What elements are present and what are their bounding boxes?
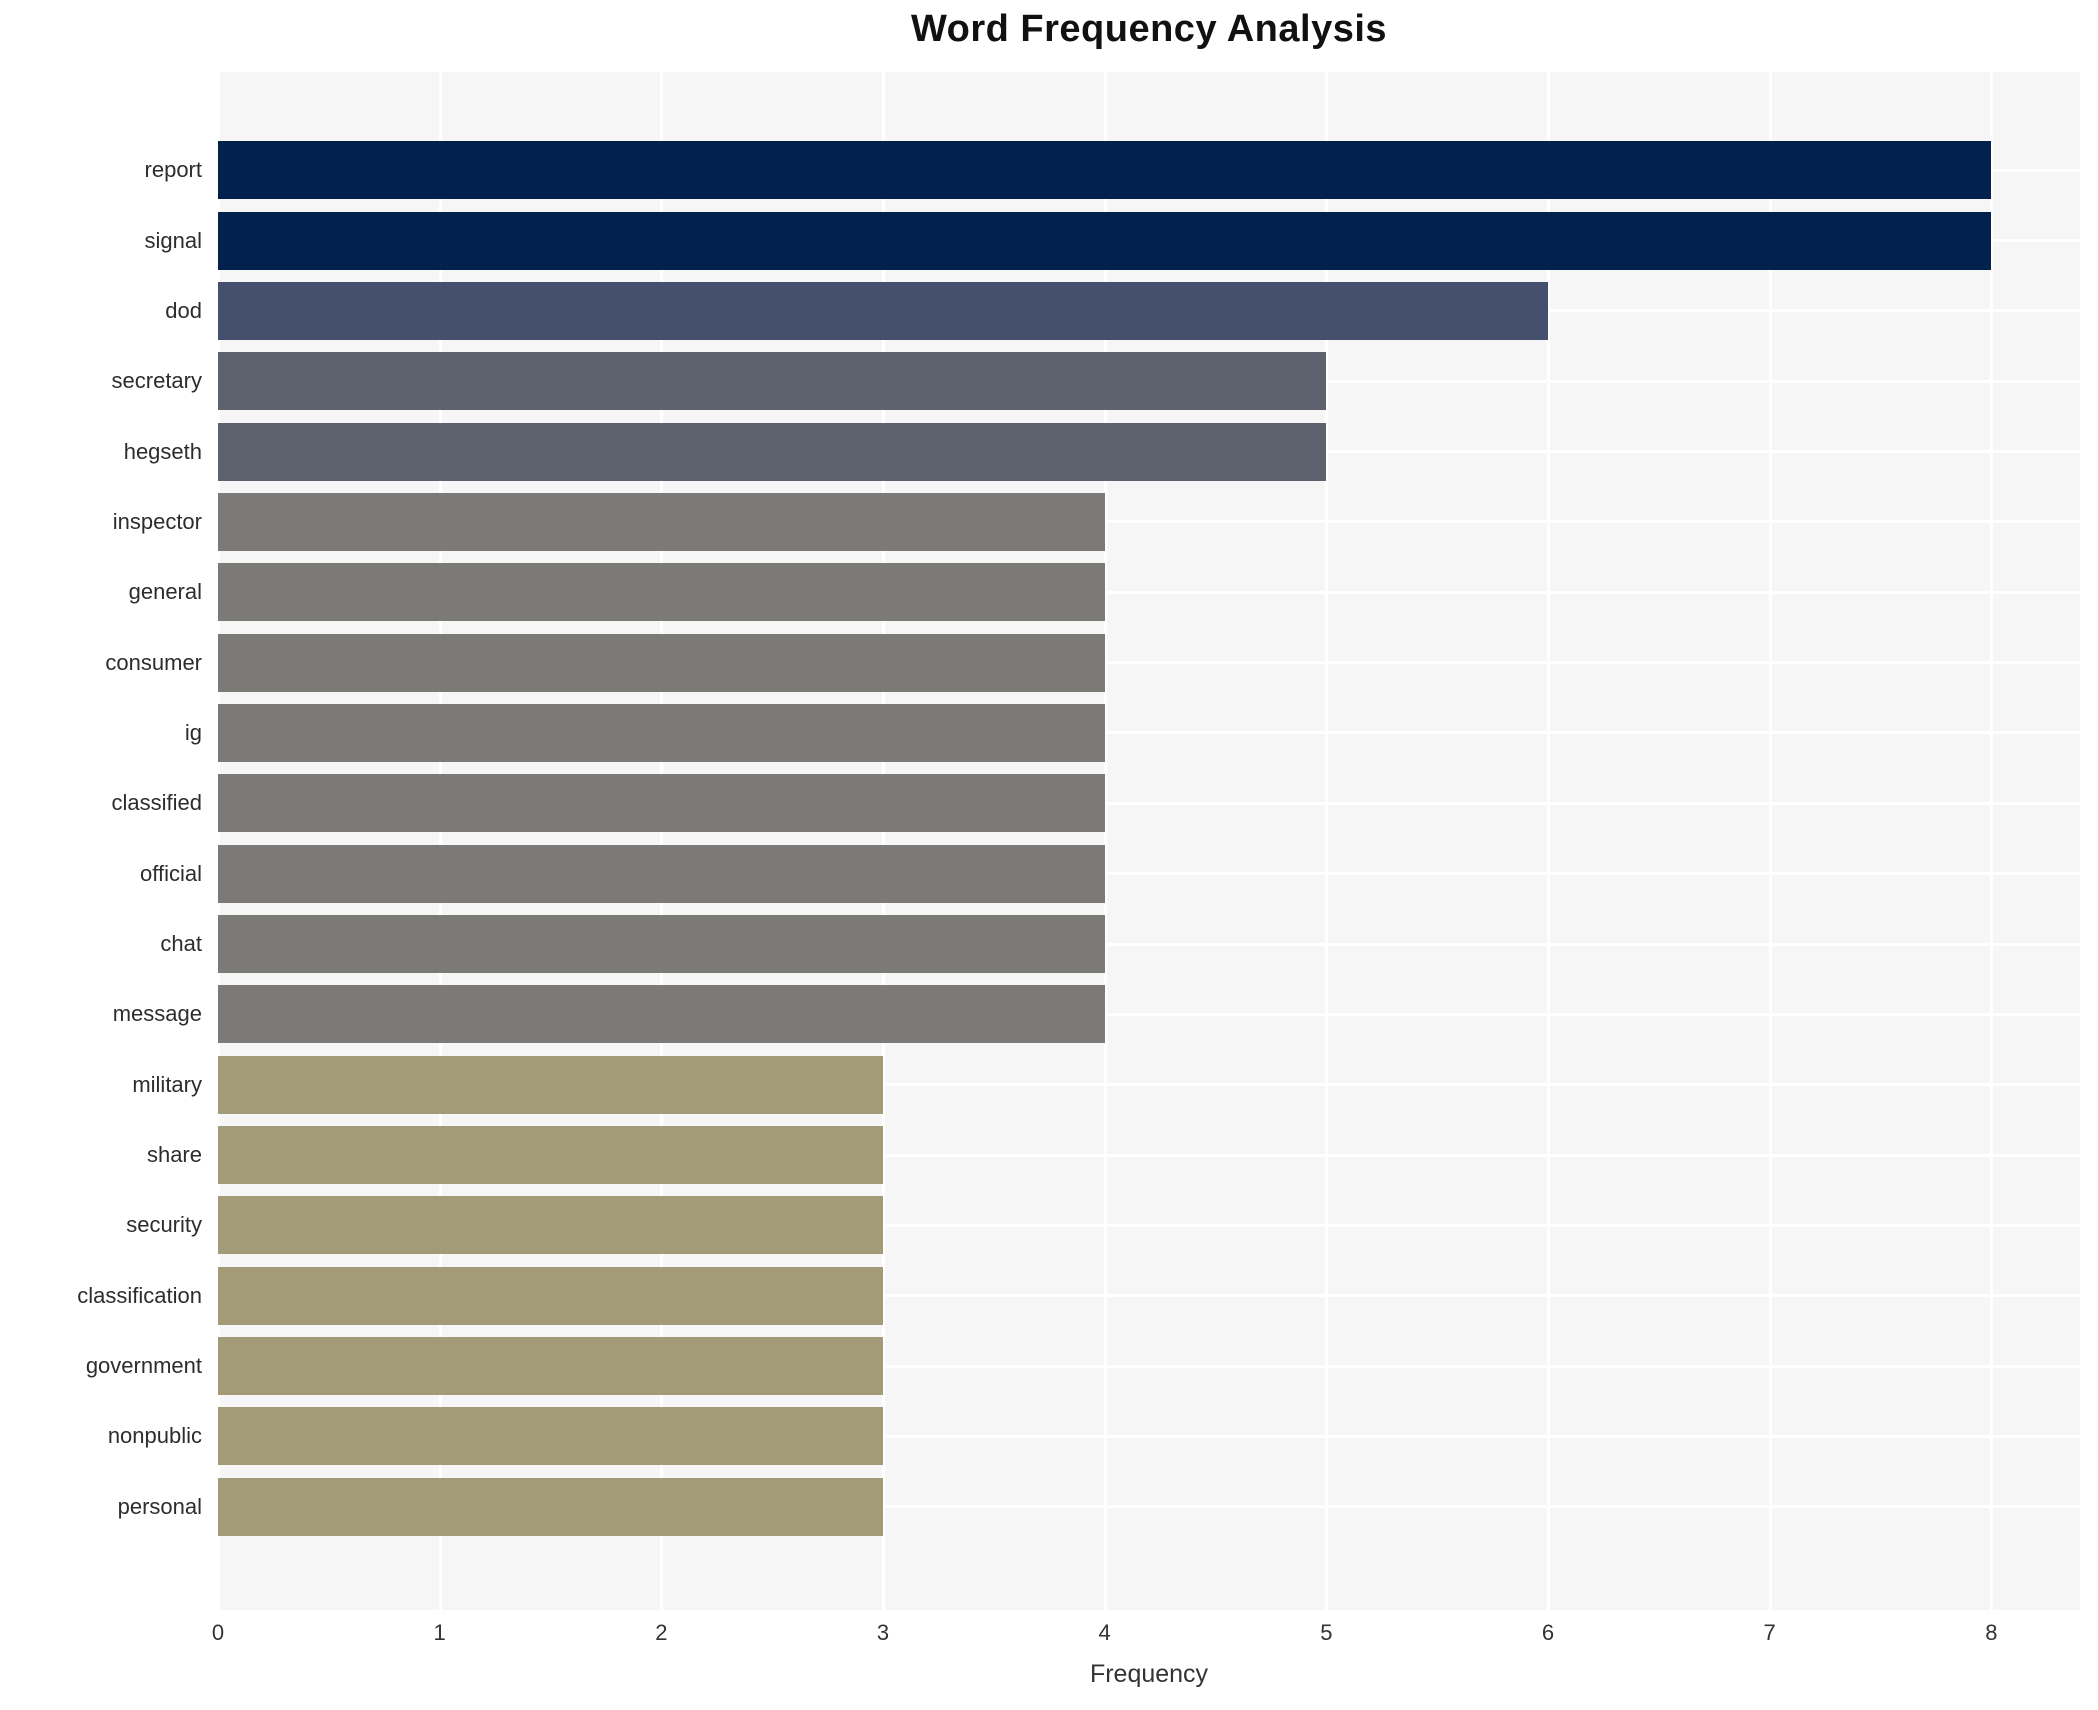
bar — [218, 1337, 883, 1396]
bar — [218, 1196, 883, 1255]
bar — [218, 281, 1548, 340]
plot-area — [217, 72, 2080, 1610]
bar — [218, 141, 1992, 200]
gridline-horizontal — [218, 1434, 2080, 1438]
x-tick-label: 2 — [655, 1620, 668, 1645]
bar — [218, 703, 1105, 762]
x-tick-label: 7 — [1763, 1620, 1776, 1645]
gridline-vertical — [882, 72, 885, 1610]
bar — [218, 1477, 883, 1536]
gridline-horizontal — [218, 1083, 2080, 1087]
bar — [218, 352, 1327, 411]
x-tick-label: 8 — [1985, 1620, 1998, 1645]
category-label: classified — [111, 790, 202, 816]
x-tick-label: 1 — [433, 1620, 446, 1645]
category-label: message — [112, 1001, 202, 1027]
category-label: report — [144, 157, 202, 183]
bar — [218, 1407, 883, 1466]
x-tick-label: 3 — [876, 1620, 890, 1645]
category-label: inspector — [112, 508, 202, 534]
bar — [218, 633, 1105, 692]
category-label: hegseth — [123, 438, 202, 464]
x-axis-title: Frequency — [1089, 1660, 1209, 1688]
category-label: personal — [117, 1493, 202, 1519]
x-tick-label: 0 — [211, 1620, 225, 1645]
x-tick-label: 5 — [1320, 1620, 1333, 1645]
bar — [218, 915, 1105, 974]
bar — [218, 1055, 883, 1114]
category-label: secretary — [111, 368, 202, 394]
gridline-vertical — [438, 72, 442, 1610]
category-label: nonpublic — [107, 1423, 202, 1449]
gridline-vertical — [1768, 72, 1772, 1610]
category-label: classification — [77, 1282, 202, 1308]
category-label: general — [128, 579, 202, 605]
chart-title: Word Frequency Analysis — [910, 8, 1388, 50]
gridline-vertical — [1103, 72, 1107, 1610]
gridline-horizontal — [218, 1012, 2080, 1016]
gridline-horizontal — [218, 1294, 2080, 1298]
gridline-horizontal — [218, 801, 2080, 805]
gridline-vertical — [1990, 72, 1994, 1610]
bar — [218, 211, 1992, 270]
gridline-horizontal — [218, 1153, 2080, 1157]
category-label: share — [146, 1142, 202, 1168]
category-label: consumer — [105, 649, 202, 675]
gridline-vertical — [217, 72, 220, 1610]
category-label: chat — [160, 931, 202, 957]
bar — [218, 1266, 883, 1325]
category-label: military — [132, 1071, 202, 1097]
gridline-vertical — [1325, 72, 1329, 1610]
bar — [218, 422, 1327, 481]
gridline-horizontal — [218, 1223, 2080, 1227]
category-label: government — [85, 1353, 202, 1379]
x-tick-label: 6 — [1541, 1620, 1555, 1645]
gridline-horizontal — [218, 520, 2080, 524]
gridline-vertical — [660, 72, 664, 1610]
gridline-horizontal — [218, 731, 2080, 735]
category-label: security — [126, 1212, 202, 1238]
gridline-horizontal — [218, 942, 2080, 946]
x-tick-label: 4 — [1098, 1620, 1111, 1645]
gridline-horizontal — [218, 1505, 2080, 1509]
bar — [218, 774, 1105, 833]
bar — [218, 492, 1105, 551]
category-label: official — [140, 860, 202, 886]
category-label: ig — [184, 719, 202, 745]
category-label: signal — [144, 227, 202, 253]
bar — [218, 1126, 883, 1185]
gridline-horizontal — [218, 1364, 2080, 1368]
bar — [218, 985, 1105, 1044]
bar — [218, 563, 1105, 622]
gridline-horizontal — [218, 590, 2080, 594]
bar — [218, 844, 1105, 903]
gridline-horizontal — [218, 872, 2080, 876]
gridline-horizontal — [218, 661, 2080, 665]
category-label: dod — [165, 297, 202, 323]
gridline-vertical — [1547, 72, 1550, 1610]
